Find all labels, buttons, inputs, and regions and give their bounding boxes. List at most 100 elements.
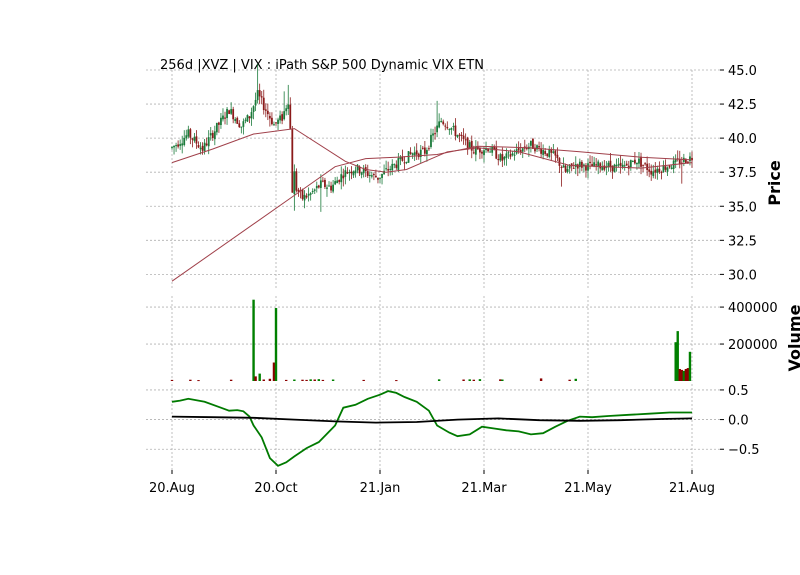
candle-body bbox=[409, 152, 412, 154]
volume-y-tick-label: 200000 bbox=[728, 338, 778, 353]
candle-body bbox=[640, 156, 642, 167]
candle-body bbox=[195, 136, 198, 144]
candle-body bbox=[224, 117, 226, 119]
moving-average-line-2 bbox=[171, 145, 693, 282]
candle-body bbox=[578, 161, 581, 168]
volume-bar bbox=[317, 379, 321, 381]
candle-body bbox=[372, 174, 375, 176]
candle-body bbox=[432, 133, 434, 136]
volume-bar bbox=[676, 331, 679, 381]
candle-body bbox=[613, 164, 616, 173]
candle-body bbox=[287, 104, 290, 109]
candle-body bbox=[377, 177, 379, 180]
price-y-tick-label: 42.5 bbox=[728, 98, 757, 113]
candle-body bbox=[175, 145, 177, 147]
candle-body bbox=[689, 156, 691, 162]
candle-body bbox=[268, 115, 271, 119]
candle-body bbox=[607, 162, 610, 167]
candle-body bbox=[293, 171, 296, 195]
candle-body bbox=[352, 171, 355, 176]
candle-body bbox=[264, 109, 267, 111]
candle-body bbox=[313, 189, 316, 191]
candle-body bbox=[322, 180, 324, 182]
moving-average-line-1 bbox=[171, 128, 693, 173]
candle-body bbox=[415, 150, 418, 155]
candle-body bbox=[629, 160, 632, 168]
candle-body bbox=[660, 172, 663, 174]
candle-body bbox=[654, 169, 657, 173]
candle-body bbox=[279, 115, 281, 121]
candle-body bbox=[405, 161, 408, 163]
volume-bar bbox=[688, 351, 692, 381]
price-axis-title: Price bbox=[765, 160, 784, 206]
candle-body bbox=[389, 168, 392, 170]
candle-body bbox=[315, 185, 318, 189]
candle-body bbox=[589, 161, 591, 164]
candle-body bbox=[421, 147, 424, 149]
candle-body bbox=[595, 164, 598, 166]
candle-body bbox=[646, 163, 649, 170]
volume-bar bbox=[686, 368, 690, 381]
candle-body bbox=[370, 175, 373, 177]
candle-body bbox=[368, 175, 371, 177]
candle-body bbox=[230, 109, 233, 114]
candle-body bbox=[625, 163, 628, 166]
candle-body bbox=[454, 125, 457, 137]
candle-body bbox=[281, 114, 284, 121]
candle-body bbox=[360, 172, 363, 175]
candle-body bbox=[211, 132, 214, 138]
candle-body bbox=[483, 150, 485, 156]
candle-body bbox=[244, 119, 247, 121]
candle-body bbox=[387, 169, 390, 171]
candle-body bbox=[634, 159, 636, 164]
indicator-line-2 bbox=[171, 415, 693, 424]
candle-body bbox=[605, 166, 608, 168]
candle-body bbox=[332, 184, 334, 192]
chart-title: 256d |XVZ | VIX : iPath S&P 500 Dynamic … bbox=[160, 58, 484, 73]
candle-body bbox=[450, 128, 453, 130]
candle-body bbox=[246, 115, 249, 122]
price-y-tick-label: 37.5 bbox=[728, 166, 757, 181]
candle-body bbox=[534, 147, 536, 152]
candle-body bbox=[593, 162, 596, 167]
candle-body bbox=[609, 160, 612, 168]
candle-body bbox=[413, 152, 416, 156]
candle-body bbox=[262, 97, 265, 111]
candle-body bbox=[354, 170, 357, 174]
candle-body bbox=[397, 158, 400, 170]
volume-bar bbox=[437, 379, 441, 381]
candle-body bbox=[428, 148, 430, 150]
candle-body bbox=[334, 181, 337, 185]
candle-body bbox=[395, 164, 398, 168]
candle-body bbox=[419, 149, 422, 158]
candle-body bbox=[532, 138, 534, 149]
candle-body bbox=[474, 146, 477, 155]
volume-bars bbox=[170, 299, 692, 382]
candle-body bbox=[218, 122, 220, 125]
candle-body bbox=[562, 165, 565, 168]
candle-body bbox=[350, 171, 353, 174]
volume-bar bbox=[682, 370, 686, 381]
candle-body bbox=[452, 126, 455, 128]
candle-body bbox=[205, 143, 208, 146]
volume-bar bbox=[254, 376, 257, 381]
candle-body bbox=[583, 164, 585, 167]
candle-body bbox=[346, 172, 349, 174]
price-y-tick-label: 40.0 bbox=[728, 132, 757, 147]
candle-body bbox=[446, 126, 449, 129]
candle-body bbox=[638, 158, 640, 164]
volume-bar bbox=[468, 379, 471, 381]
candle-body bbox=[326, 187, 328, 189]
candle-body bbox=[603, 165, 606, 170]
price-y-tick-label: 30.0 bbox=[728, 268, 757, 283]
candle-body bbox=[222, 115, 224, 120]
candle-body bbox=[338, 179, 341, 182]
candle-body bbox=[232, 109, 235, 120]
candle-body bbox=[493, 146, 496, 150]
candle-body bbox=[197, 145, 200, 148]
candle-body bbox=[503, 156, 506, 160]
candle-body bbox=[201, 145, 204, 151]
candle-body bbox=[330, 185, 332, 191]
candle-body bbox=[572, 167, 575, 169]
candle-body bbox=[487, 148, 489, 152]
